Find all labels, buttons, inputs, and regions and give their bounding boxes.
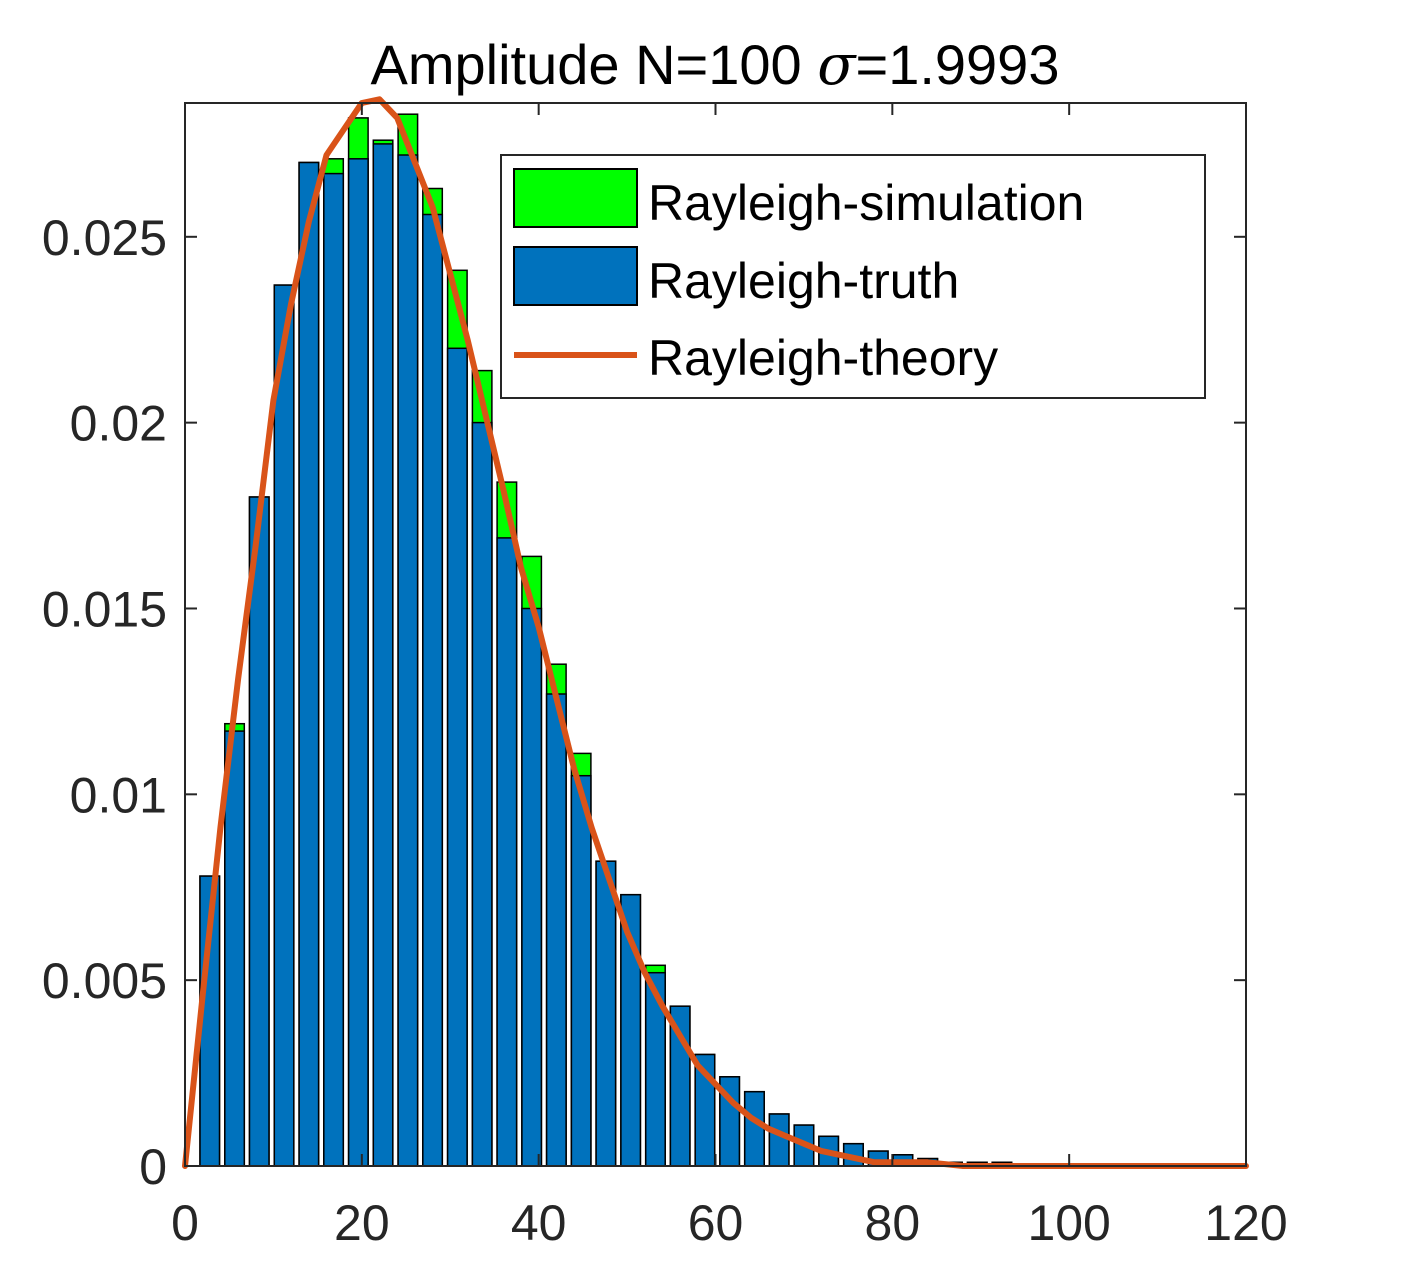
truth-bar-10 — [446, 347, 468, 1167]
y-tick-label-5: 0.025 — [42, 210, 167, 266]
legend: Rayleigh-simulation Rayleigh-truth Rayle… — [500, 154, 1206, 399]
chart-title: Amplitude N=100 σ=1.9993 — [371, 33, 1060, 98]
truth-bar-13 — [521, 607, 543, 1167]
x-tick-label-5: 100 — [1027, 1195, 1110, 1251]
chart-title-part-1: Amplitude N=100 — [371, 33, 818, 96]
theory-line — [182, 96, 1249, 1169]
x-tick-label-6: 120 — [1204, 1195, 1287, 1251]
chart-title-sigma: σ — [817, 33, 857, 98]
legend-swatch-simulation — [513, 168, 638, 228]
x-tick-label-3: 60 — [688, 1195, 744, 1251]
y-axis-ticks: 0 0.005 0.01 0.015 0.02 0.025 — [42, 210, 1246, 1195]
truth-bar-16 — [595, 860, 617, 1167]
y-tick-label-0: 0 — [139, 1139, 167, 1195]
legend-label-simulation: Rayleigh-simulation — [648, 175, 1084, 231]
truth-bar-6 — [347, 158, 369, 1167]
truth-bar-15 — [570, 774, 592, 1167]
truth-bar-8 — [397, 154, 419, 1167]
truth-bar-2 — [248, 496, 270, 1167]
truth-bar-12 — [496, 537, 518, 1167]
legend-label-truth: Rayleigh-truth — [648, 253, 959, 309]
truth-bar-3 — [273, 284, 295, 1167]
x-tick-label-0: 0 — [171, 1195, 199, 1251]
truth-bar-14 — [545, 693, 567, 1167]
x-axis-ticks: 0 20 40 60 80 100 120 — [171, 103, 1288, 1251]
truth-bar-1 — [224, 730, 246, 1167]
y-tick-label-2: 0.01 — [70, 767, 167, 823]
truth-bar-4 — [298, 161, 320, 1167]
truth-bar-9 — [422, 213, 444, 1167]
y-tick-label-4: 0.02 — [70, 396, 167, 452]
truth-bar-7 — [372, 143, 394, 1167]
legend-label-theory: Rayleigh-theory — [648, 330, 998, 386]
truth-bar-23 — [768, 1113, 790, 1167]
x-tick-label-2: 40 — [511, 1195, 567, 1251]
legend-swatch-truth — [513, 246, 638, 306]
truth-bar-5 — [323, 172, 345, 1167]
x-tick-label-4: 80 — [865, 1195, 921, 1251]
y-tick-label-1: 0.005 — [42, 953, 167, 1009]
x-tick-label-1: 20 — [334, 1195, 390, 1251]
truth-bar-11 — [471, 421, 493, 1167]
y-tick-label-3: 0.015 — [42, 581, 167, 637]
chart-title-part-3: =1.9993 — [855, 33, 1059, 96]
truth-bar-22 — [743, 1090, 765, 1167]
chart-title-text: Amplitude N=100 σ=1.9993 — [371, 33, 1060, 98]
